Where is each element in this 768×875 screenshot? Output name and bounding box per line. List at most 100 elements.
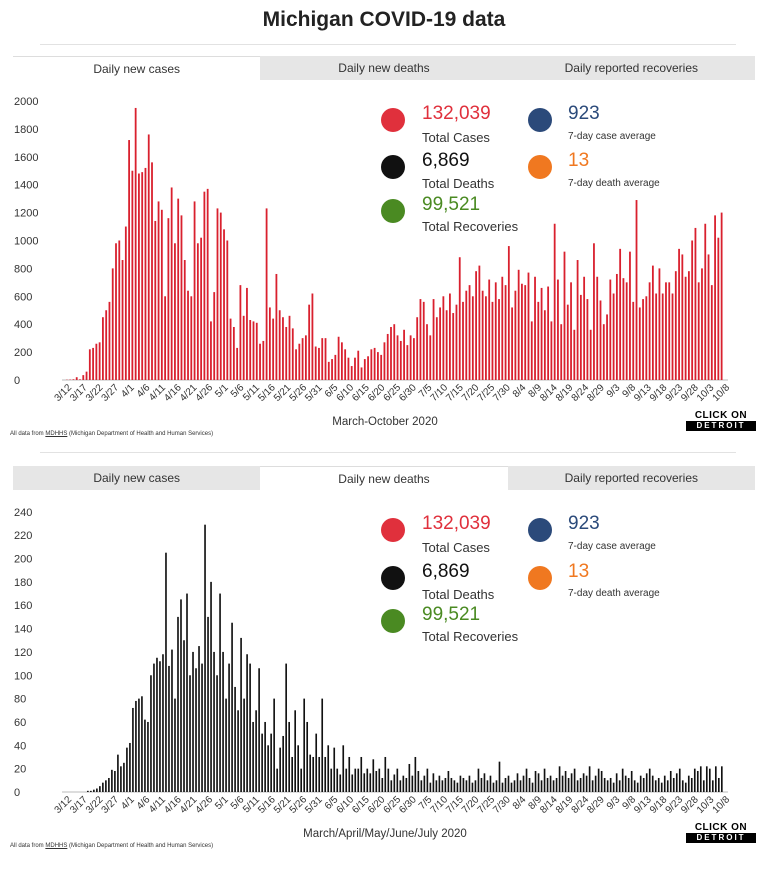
total-deaths-value: 6,869 [422, 561, 470, 582]
x-tick-label: 4/1 [119, 382, 137, 400]
tab-daily-reported-recoveries[interactable]: Daily reported recoveries [507, 466, 755, 490]
bar [635, 200, 638, 380]
bar [658, 268, 661, 380]
bar [576, 780, 579, 792]
bar [129, 742, 131, 792]
bar [447, 770, 450, 792]
bar [669, 770, 672, 792]
bar [128, 140, 130, 380]
bar [95, 343, 98, 380]
bar [150, 675, 152, 792]
bar [612, 293, 615, 380]
bar [639, 775, 642, 792]
source-link[interactable]: MDHHS [45, 843, 68, 849]
bar [204, 524, 206, 792]
source-link[interactable]: MDHHS [45, 431, 68, 437]
bar [367, 356, 369, 380]
bar [360, 756, 363, 792]
bar [228, 663, 230, 792]
y-tick-label: 160 [14, 600, 32, 612]
bar [380, 354, 383, 380]
bar [348, 756, 351, 792]
bar [174, 243, 176, 380]
y-tick-label: 1000 [14, 235, 38, 247]
case-average-label: 7-day case average [568, 541, 656, 552]
bar [147, 134, 150, 380]
bar [452, 313, 455, 380]
bar [160, 209, 163, 380]
bar [370, 349, 373, 380]
tab-daily-new-deaths[interactable]: Daily new deaths [260, 466, 508, 490]
bar [432, 773, 435, 792]
bar [229, 318, 232, 380]
bar [494, 282, 497, 380]
bar [450, 777, 453, 792]
bar [599, 300, 602, 380]
bar [373, 347, 376, 380]
bar [462, 777, 465, 792]
bar [291, 756, 293, 792]
bar [297, 745, 299, 792]
bar [455, 304, 458, 380]
bar [82, 375, 85, 380]
bar [170, 187, 173, 380]
bar [668, 282, 671, 380]
tab-daily-reported-recoveries[interactable]: Daily reported recoveries [507, 56, 755, 80]
bar [552, 780, 555, 792]
bar [474, 780, 477, 792]
bar [252, 321, 255, 380]
bar [477, 768, 480, 792]
bar [183, 260, 186, 380]
bar [159, 661, 161, 792]
bar [294, 710, 296, 792]
tab-daily-new-deaths[interactable]: Daily new deaths [260, 56, 508, 80]
bar [672, 777, 675, 792]
bar [663, 775, 666, 792]
tab-daily-new-cases[interactable]: Daily new cases [13, 466, 261, 490]
bar [285, 326, 288, 380]
bar [549, 775, 552, 792]
bar [458, 257, 461, 380]
bar [530, 321, 533, 380]
bar [648, 282, 651, 380]
bar [336, 768, 339, 792]
bar [633, 780, 636, 792]
bar [171, 649, 173, 792]
bar [334, 354, 337, 380]
bar [489, 775, 492, 792]
total-recoveries-value: 99,521 [422, 604, 481, 625]
bar [491, 301, 494, 380]
bar [98, 342, 101, 380]
y-tick-label: 600 [14, 291, 32, 303]
bar [278, 310, 281, 380]
source-prefix: All data from [10, 431, 46, 437]
title-divider [40, 44, 736, 45]
bar [246, 654, 248, 792]
x-tick-label: 8/29 [585, 794, 607, 816]
bar [295, 349, 297, 380]
bar [456, 782, 459, 792]
bar [671, 293, 674, 380]
bar [625, 282, 628, 380]
bar [714, 215, 716, 380]
bar [242, 315, 245, 380]
bar [198, 646, 200, 792]
bar [475, 271, 477, 380]
source-suffix: (Michigan Department of Health and Human… [67, 431, 214, 437]
tab-daily-new-cases[interactable]: Daily new cases [13, 56, 261, 80]
y-tick-label: 1600 [14, 152, 38, 164]
bar [132, 707, 134, 792]
bar [234, 686, 236, 792]
bar [681, 780, 684, 792]
bar [426, 768, 429, 792]
bar [187, 290, 189, 380]
bar [190, 296, 193, 380]
clickondetroit-logo[interactable]: CLICK ON DETROIT [686, 410, 756, 432]
bar [192, 651, 194, 792]
bar [147, 721, 149, 792]
clickondetroit-logo[interactable]: CLICK ON DETROIT [686, 822, 756, 844]
bar [239, 285, 242, 380]
bar [441, 780, 444, 792]
bar [684, 276, 687, 380]
bar [377, 352, 379, 380]
